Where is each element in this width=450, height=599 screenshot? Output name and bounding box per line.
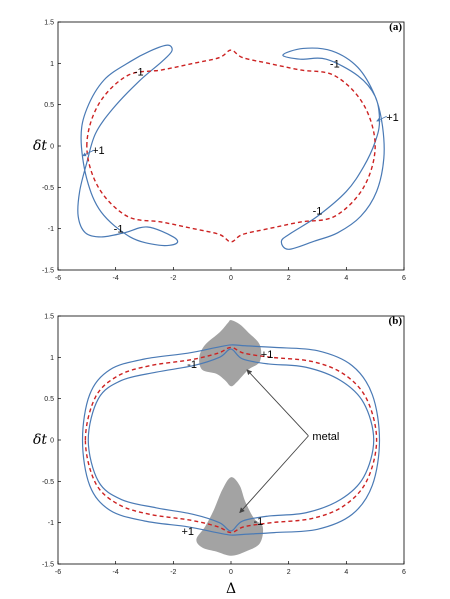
orientation-annotation: +1	[181, 526, 194, 538]
y-tick-label: 1.5	[44, 20, 54, 27]
x-tick-label: 2	[287, 275, 291, 282]
y-tick-label: -1	[48, 226, 54, 233]
panel-b-label: (b)	[389, 315, 403, 327]
panel-a-frame	[57, 21, 405, 271]
x-tick-label: -6	[55, 275, 61, 282]
panel-b-ylabel: δt	[33, 432, 47, 448]
y-tick-label: 0.5	[44, 102, 54, 109]
panel-a-ylabel: δt	[33, 138, 47, 154]
x-tick-label: 6	[402, 275, 406, 282]
dashed-series-3	[86, 49, 376, 243]
metal-callout-label: metal	[312, 431, 339, 443]
panel-b: -6 -4 -2 0 2 4 6 -1.5 -1 -0.5 0 0.5 1 1.5 -1 +1 +1 -1 met…	[33, 314, 406, 598]
y-tick-label: 1	[50, 355, 54, 362]
orientation-annotation: +1	[261, 349, 274, 361]
metal-region-1	[199, 320, 262, 387]
x-tick-label: 4	[344, 569, 348, 576]
y-tick-label: -1.5	[42, 562, 54, 569]
orientation-annotation: +1	[92, 145, 105, 157]
x-tick-label: -4	[113, 275, 119, 282]
metal-region-2	[196, 477, 264, 556]
x-tick-label: -2	[170, 275, 176, 282]
orientation-annotation: -1	[330, 58, 340, 70]
x-tick-label: -2	[170, 569, 176, 576]
panel-a-lines-layer	[77, 44, 385, 250]
x-tick-label: 4	[344, 275, 348, 282]
panel-b-ticks-layer: -6 -4 -2 0 2 4 6 -1.5 -1 -0.5 0 0.5 1 1.5	[42, 314, 406, 577]
y-tick-label: 0	[50, 438, 54, 445]
annotation-arrow	[376, 115, 387, 122]
panel-a: -6 -4 -2 0 2 4 6-1.5-1-0.500.511.5 -1-1+1+1-1-…	[33, 20, 406, 283]
x-tick-label: -4	[113, 569, 119, 576]
y-tick-label: -0.5	[42, 479, 54, 486]
orientation-annotation: -1	[114, 224, 124, 236]
solid-series-1	[77, 44, 179, 247]
y-tick-label: 0.5	[44, 396, 54, 403]
x-tick-label: 2	[287, 569, 291, 576]
orientation-annotation: -1	[254, 516, 264, 528]
panel-b-xlabel: Δ	[226, 581, 236, 597]
panel-a-label: (a)	[389, 21, 402, 33]
annotation-arrow	[82, 149, 95, 157]
x-tick-label: 0	[229, 569, 233, 576]
panel-b-shaded-layer	[196, 320, 264, 556]
x-tick-label: -6	[55, 569, 61, 576]
orientation-annotation: -1	[313, 205, 323, 217]
metal-callout-arrow	[246, 369, 309, 437]
y-tick-label: -1.5	[42, 268, 54, 275]
y-tick-label: -1	[48, 520, 54, 527]
panel-a-annotations-layer: -1 -1 +1 +1 -1 -1	[82, 58, 399, 236]
y-tick-label: 1.5	[44, 314, 54, 321]
y-tick-label: -0.5	[42, 185, 54, 192]
panel-b-lines-layer	[81, 344, 381, 536]
y-tick-label: 0	[50, 144, 54, 151]
panel-b-annotations-layer: -1 +1 +1 -1 metal	[181, 349, 339, 538]
orientation-annotation: -1	[134, 67, 144, 79]
solid-series-1	[81, 344, 381, 536]
solid-series-2	[280, 47, 385, 250]
x-tick-label: 6	[402, 569, 406, 576]
x-tick-label: 0	[229, 275, 233, 282]
y-tick-label: 1	[50, 61, 54, 68]
solid-series-2	[87, 348, 375, 532]
dashed-series-3	[84, 346, 378, 534]
panel-a-ticks-layer: -6 -4 -2 0 2 4 6 -1.5 -1 -0.5 0 0.5 1 1.5	[42, 20, 406, 283]
metal-callout-arrow	[239, 435, 309, 514]
orientation-annotation: +1	[386, 112, 399, 124]
orientation-annotation: -1	[187, 359, 197, 371]
